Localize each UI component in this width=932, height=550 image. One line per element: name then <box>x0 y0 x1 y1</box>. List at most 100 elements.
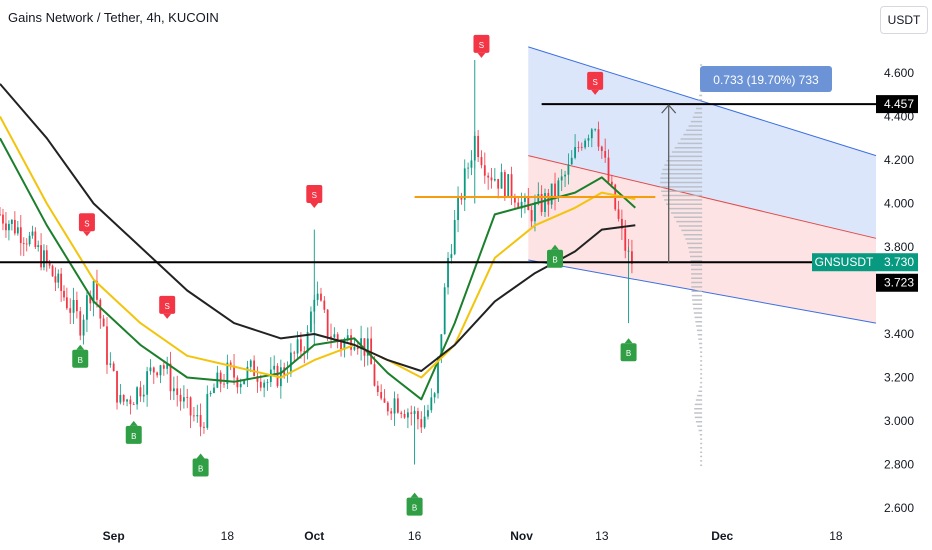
candle-body <box>460 196 463 200</box>
candle-body <box>199 415 202 427</box>
candle-body <box>126 399 128 402</box>
candle-body <box>203 426 205 428</box>
candle-body <box>159 365 162 376</box>
candle-body <box>57 273 60 283</box>
candle-body <box>45 250 48 262</box>
candle-body <box>624 228 627 251</box>
y-axis-tick-label: 3.000 <box>884 414 914 428</box>
candle-body <box>557 180 560 198</box>
candle-body <box>447 257 449 288</box>
candle-body <box>346 335 349 341</box>
candle-body <box>427 410 429 417</box>
resistance-price-text: 4.457 <box>884 97 914 111</box>
candle-body <box>390 411 393 414</box>
candle-body <box>206 394 209 428</box>
candle-body <box>470 160 473 168</box>
current-price-text: 3.723 <box>884 276 914 290</box>
candle-body <box>376 385 379 393</box>
candle-body <box>310 311 312 333</box>
moving-average-line <box>0 137 636 401</box>
candle-body <box>500 172 503 189</box>
candle-body <box>453 220 456 255</box>
candle-body <box>249 360 252 367</box>
candle-body <box>246 366 249 380</box>
candle-body <box>223 383 225 385</box>
buy-signal-marker: B <box>125 420 142 444</box>
y-axis-tick-label: 3.400 <box>884 327 914 341</box>
candle-body <box>370 338 373 365</box>
signal-label: B <box>131 432 136 441</box>
sell-signal-marker: S <box>587 71 604 95</box>
candle-body <box>243 379 245 385</box>
candle-body <box>51 265 54 277</box>
candle-body <box>289 352 292 374</box>
candle-body <box>433 393 436 398</box>
last-price-tag <box>876 253 918 272</box>
candle-body <box>597 129 600 147</box>
candle-body <box>99 299 102 319</box>
candle-body <box>149 367 152 372</box>
candle-body <box>102 318 105 327</box>
candle-body <box>236 377 239 388</box>
candle-body <box>79 311 82 336</box>
candle-body <box>186 397 189 398</box>
candle-body <box>590 129 593 139</box>
measure-label-text: 0.733 (19.70%) 733 <box>713 73 819 87</box>
candle-body <box>316 293 319 300</box>
candle-body <box>2 214 4 224</box>
candle-body <box>323 300 326 310</box>
chart-title: Gains Network / Tether, 4h, KUCOIN <box>8 10 219 25</box>
candle-body <box>617 209 620 219</box>
candle-body <box>253 360 256 377</box>
candle-body <box>219 372 222 384</box>
candle-body <box>136 387 138 405</box>
candle-body <box>152 367 155 373</box>
candle-body <box>430 397 433 411</box>
y-axis-tick-label: 2.600 <box>884 501 914 515</box>
x-axis-tick-label: 18 <box>221 529 235 543</box>
candle-body <box>146 371 149 395</box>
candle-body <box>226 362 229 384</box>
candle-body <box>179 394 182 402</box>
candle-body <box>534 202 536 222</box>
candle-body <box>25 243 28 245</box>
candle-body <box>209 393 212 395</box>
candle-body <box>487 175 490 178</box>
x-axis-tick-label: Sep <box>103 529 125 543</box>
candle-body <box>510 174 513 198</box>
candle-body <box>497 179 500 189</box>
candle-body <box>544 193 546 212</box>
candle-body <box>443 287 446 335</box>
candle-body <box>119 394 122 403</box>
candle-body <box>233 365 235 378</box>
candle-body <box>89 295 92 304</box>
candle-body <box>480 157 483 166</box>
candle-body <box>570 157 573 165</box>
signal-label: B <box>198 465 203 474</box>
candle-body <box>239 384 242 388</box>
candle-body <box>96 281 98 300</box>
symbol-name-text: GNSUSDT <box>815 255 874 269</box>
currency-selector-button[interactable]: USDT <box>880 6 928 34</box>
candle-body <box>156 372 159 376</box>
candle-body <box>360 338 362 350</box>
candle-body <box>69 308 72 313</box>
candle-body <box>10 219 13 224</box>
candle-body <box>333 334 336 338</box>
candle-body <box>483 165 486 176</box>
candle-body <box>554 183 556 198</box>
signal-label: B <box>78 356 83 365</box>
candle-body <box>380 392 383 399</box>
candle-body <box>423 416 426 428</box>
current-price-tag <box>876 273 918 292</box>
candle-body <box>48 261 51 266</box>
candle-body <box>393 398 396 414</box>
candle-body <box>610 181 613 185</box>
candle-body <box>600 146 603 152</box>
candle-body <box>92 281 95 304</box>
candle-body <box>507 174 510 198</box>
candle-body <box>607 157 610 182</box>
candle-body <box>540 194 543 212</box>
candle-body <box>37 245 40 248</box>
